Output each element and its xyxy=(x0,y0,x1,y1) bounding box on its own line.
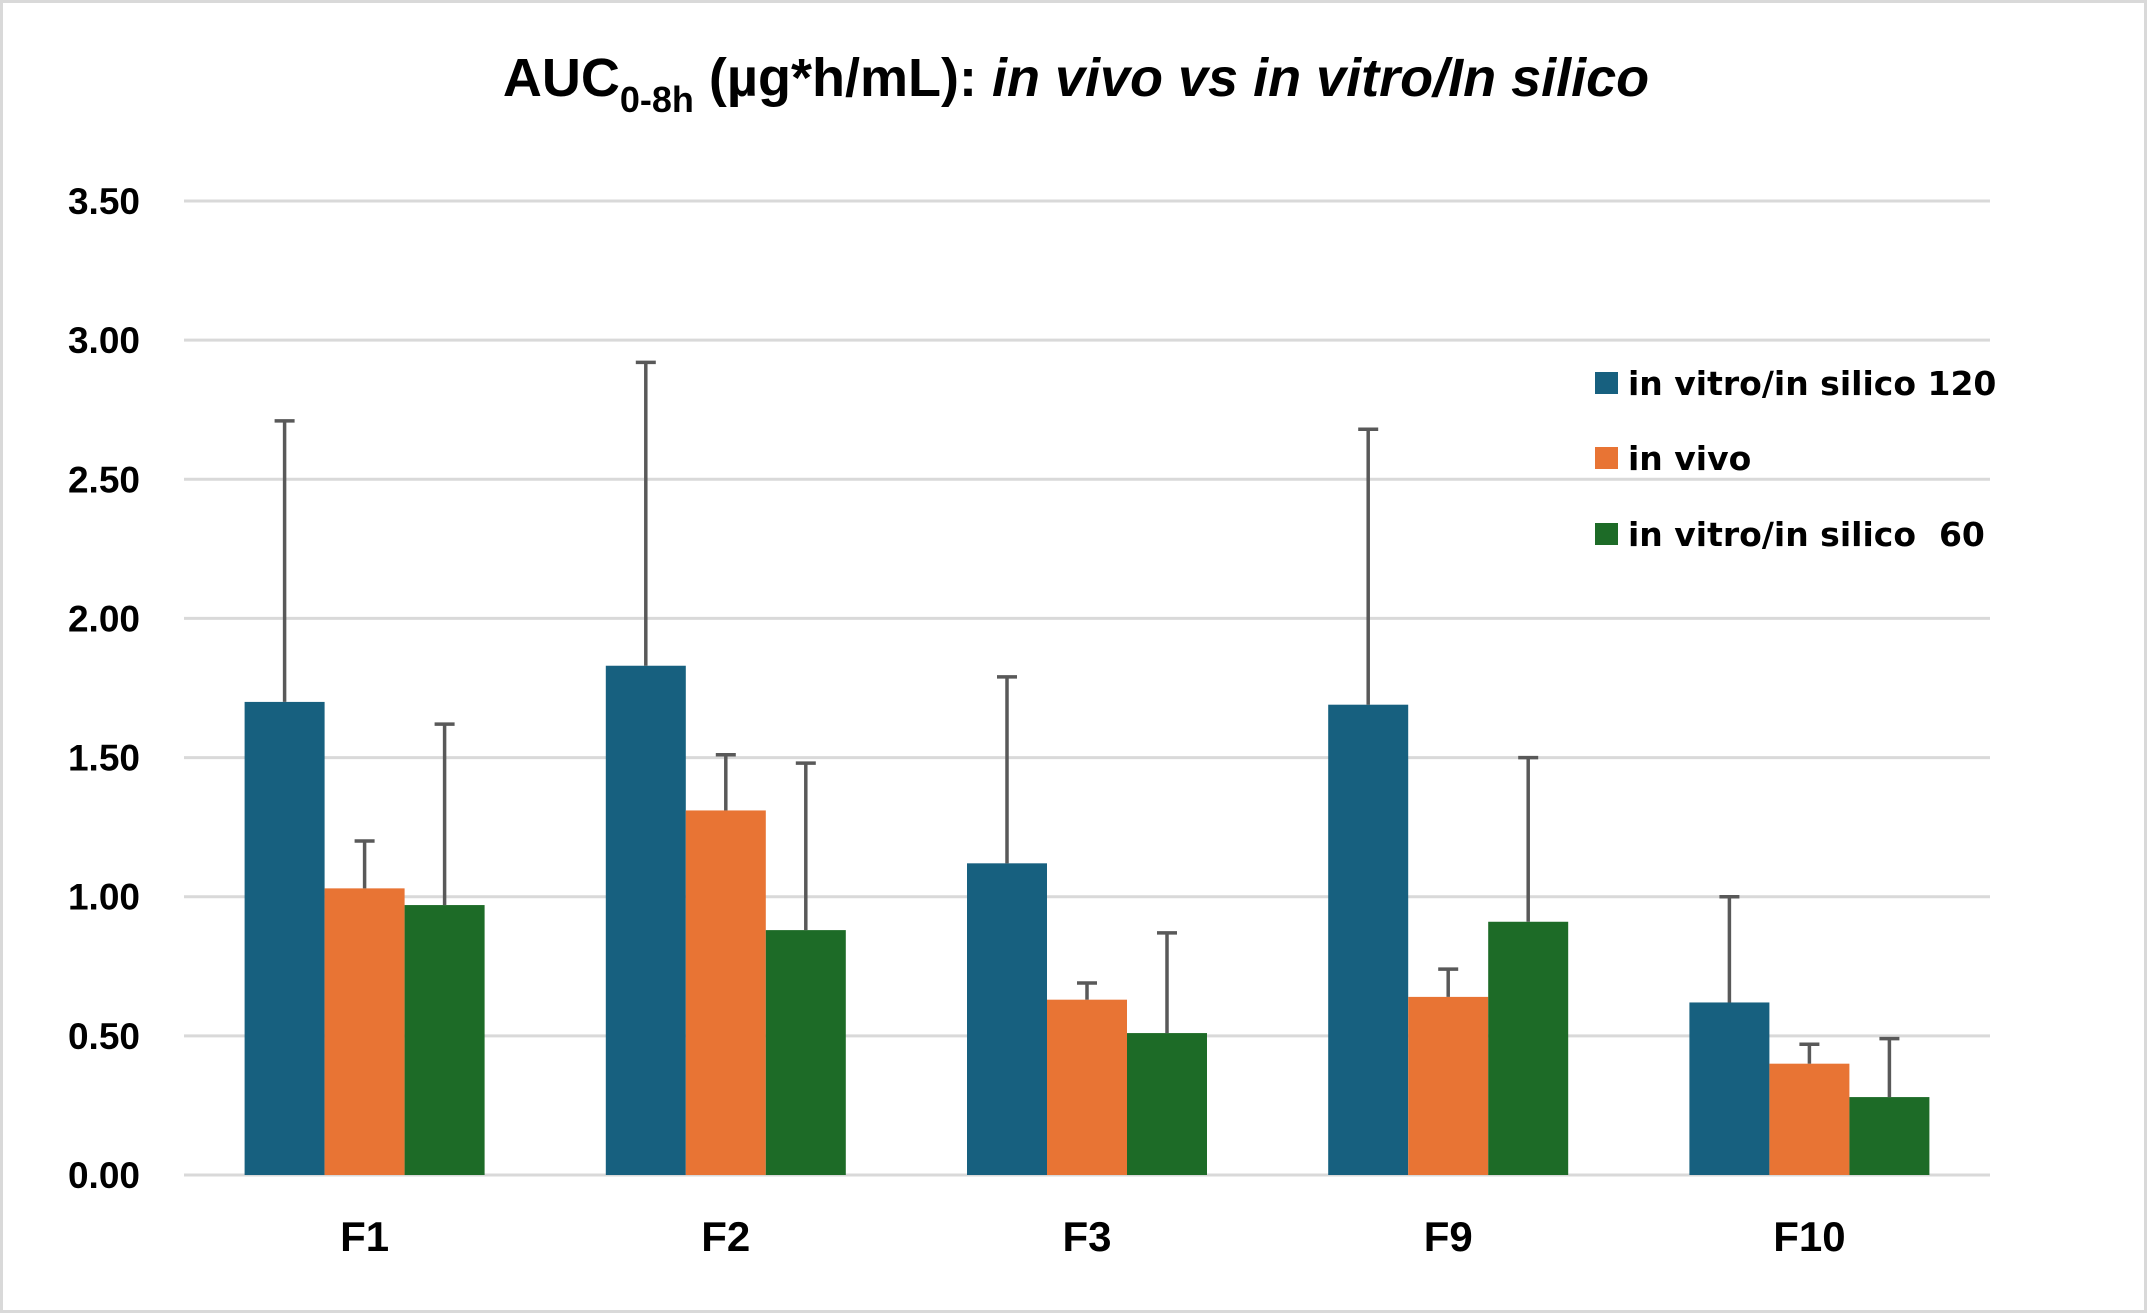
error-bar-f2-series-2 xyxy=(795,761,816,931)
legend-swatch xyxy=(1595,523,1618,545)
bar-f9-series-0 xyxy=(1328,704,1409,1175)
legend-label: in vivo xyxy=(1628,439,1751,478)
error-bar-f3-series-2 xyxy=(1157,931,1177,1034)
bar-f2-series-2 xyxy=(765,930,846,1175)
legend-label: in vitro/in silico 60 xyxy=(1628,515,1985,554)
error-bar-f1-series-0 xyxy=(274,419,295,702)
legend-item-0: in vitro/in silico 120 xyxy=(1595,364,1996,403)
legend: in vitro/in silico 120 in vivo in vitro/in… xyxy=(1595,364,1996,554)
y-tick-label: 3.50 xyxy=(68,181,140,222)
error-bar-f2-series-0 xyxy=(635,360,656,666)
bar-f9-series-2 xyxy=(1488,921,1569,1175)
error-bar-f10-series-0 xyxy=(1719,894,1740,1003)
legend-swatch xyxy=(1595,447,1618,469)
bar-f2-series-1 xyxy=(685,810,766,1175)
error-bar-f9-series-2 xyxy=(1518,755,1539,922)
bar-f9-series-1 xyxy=(1408,996,1489,1175)
error-bar-f2-series-1 xyxy=(715,753,736,811)
bar-f1-series-2 xyxy=(404,905,485,1175)
error-bar-f10-series-2 xyxy=(1879,1036,1900,1098)
legend-item-2: in vitro/in silico 60 xyxy=(1595,515,1985,554)
chart-title: AUC0-8h (µg*h/mL): in vivo vs in vitro/I… xyxy=(503,48,1649,120)
title-prefix: AUC xyxy=(503,48,620,108)
bar-f3-series-2 xyxy=(1127,1033,1207,1175)
error-bar-f9-series-0 xyxy=(1358,427,1379,705)
legend-swatch xyxy=(1595,372,1618,394)
gridlines xyxy=(184,199,1990,1177)
x-tick-label: F1 xyxy=(340,1213,389,1260)
error-bar-f3-series-1 xyxy=(1077,981,1097,1000)
bar-f1-series-0 xyxy=(244,701,325,1175)
title-colon: : xyxy=(959,48,977,108)
title-subscript: 0-8h xyxy=(620,79,694,120)
legend-label: in vitro/in silico 120 xyxy=(1628,364,1996,403)
bar-f1-series-1 xyxy=(324,888,405,1175)
x-tick-label: F2 xyxy=(701,1213,750,1260)
x-axis-ticks: F1 F2 F3 F9 F10 xyxy=(340,1213,1845,1260)
y-tick-label: 3.00 xyxy=(68,320,140,361)
bar-f3-series-1 xyxy=(1047,999,1127,1175)
error-bar-f1-series-2 xyxy=(434,722,455,906)
title-italic: in vivo vs in vitro/In silico xyxy=(977,48,1649,108)
bar-f10-series-2 xyxy=(1849,1097,1930,1175)
bar-f10-series-0 xyxy=(1689,1002,1770,1175)
chart-svg: AUC0-8h (µg*h/mL): in vivo vs in vitro/I… xyxy=(68,48,1996,1260)
error-bar-f1-series-1 xyxy=(354,839,375,889)
error-bar-f10-series-1 xyxy=(1799,1042,1820,1064)
y-tick-label: 0.50 xyxy=(68,1016,140,1057)
error-bars xyxy=(274,360,1900,1098)
y-tick-label: 1.50 xyxy=(68,738,140,779)
y-tick-label: 2.50 xyxy=(68,459,140,500)
bar-f3-series-0 xyxy=(967,863,1047,1175)
title-units: (µg*h/mL) xyxy=(694,48,959,108)
error-bar-f3-series-0 xyxy=(997,675,1017,864)
bar-f2-series-0 xyxy=(605,665,686,1175)
x-tick-label: F3 xyxy=(1062,1213,1111,1260)
x-tick-label: F10 xyxy=(1773,1213,1845,1260)
bars xyxy=(244,665,1930,1175)
error-bar-f9-series-1 xyxy=(1438,967,1459,997)
y-tick-label: 0.00 xyxy=(68,1155,140,1196)
x-tick-label: F9 xyxy=(1424,1213,1473,1260)
y-tick-label: 1.00 xyxy=(68,877,140,918)
legend-item-1: in vivo xyxy=(1595,439,1751,478)
y-tick-label: 2.00 xyxy=(68,598,140,639)
bar-f10-series-1 xyxy=(1769,1063,1850,1175)
y-axis-ticks: 0.00 0.50 1.00 1.50 2.00 2.50 3.00 3.50 xyxy=(68,181,140,1196)
